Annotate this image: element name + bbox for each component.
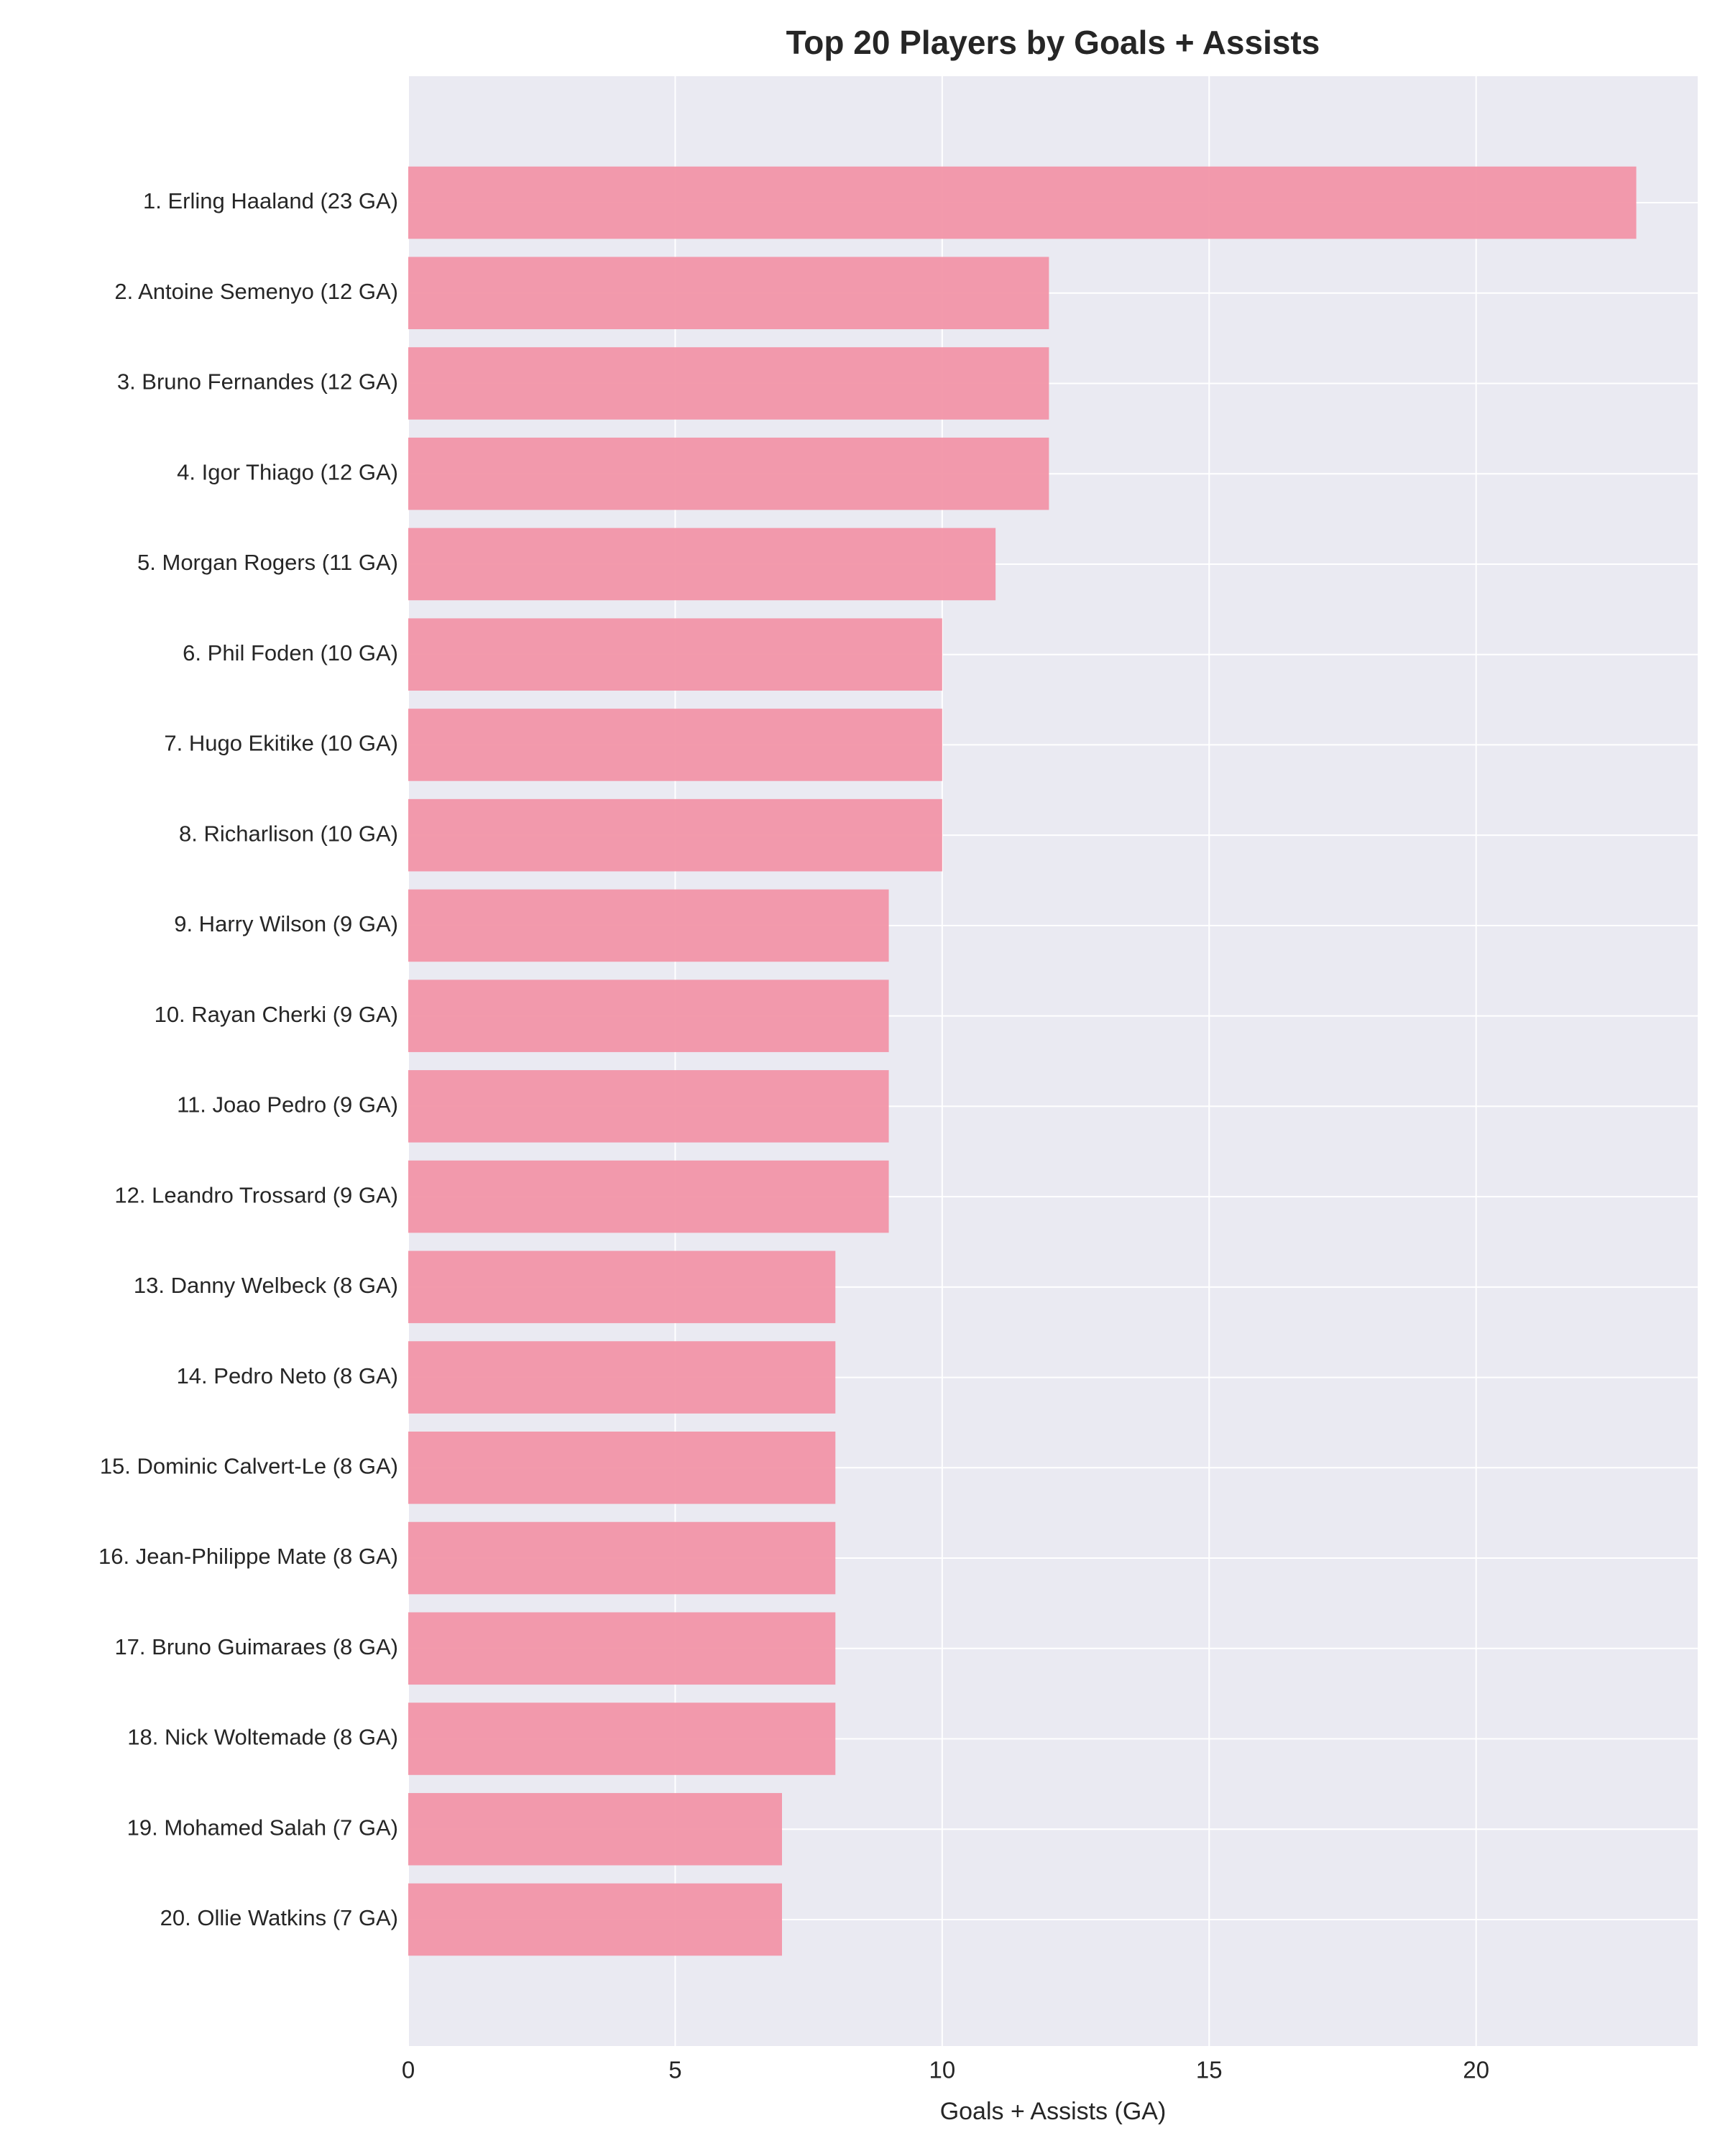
x-tick-label: 0 bbox=[402, 2057, 415, 2083]
x-tick-label: 5 bbox=[668, 2057, 681, 2083]
y-tick-label: 13. Danny Welbeck (8 GA) bbox=[134, 1273, 398, 1298]
x-axis-label: Goals + Assists (GA) bbox=[940, 2098, 1167, 2125]
x-tick-label: 10 bbox=[929, 2057, 955, 2083]
bar bbox=[408, 1070, 889, 1143]
y-tick-label: 7. Hugo Ekitike (10 GA) bbox=[164, 731, 398, 756]
bar bbox=[408, 1703, 836, 1775]
bar bbox=[408, 798, 942, 872]
y-tick-label: 5. Morgan Rogers (11 GA) bbox=[137, 550, 398, 575]
bar bbox=[408, 1432, 836, 1504]
bar bbox=[408, 1250, 836, 1324]
y-tick-label: 3. Bruno Fernandes (12 GA) bbox=[117, 369, 398, 395]
bar bbox=[408, 1612, 836, 1685]
bar bbox=[408, 889, 889, 962]
y-tick-label: 16. Jean-Philippe Mate (8 GA) bbox=[98, 1544, 398, 1569]
x-tick-label: 20 bbox=[1463, 2057, 1489, 2083]
bar bbox=[408, 528, 996, 601]
y-tick-label: 8. Richarlison (10 GA) bbox=[179, 821, 398, 846]
y-tick-label: 17. Bruno Guimaraes (8 GA) bbox=[114, 1634, 398, 1659]
y-tick-label: 2. Antoine Semenyo (12 GA) bbox=[114, 279, 398, 304]
bar bbox=[408, 166, 1637, 239]
y-tick-label: 10. Rayan Cherki (9 GA) bbox=[155, 1002, 398, 1027]
y-tick-label: 6. Phil Foden (10 GA) bbox=[183, 640, 398, 665]
bar bbox=[408, 980, 889, 1052]
bar bbox=[408, 257, 1049, 330]
bar bbox=[408, 1792, 782, 1866]
bar bbox=[408, 1883, 782, 1956]
bar bbox=[408, 709, 942, 781]
bar bbox=[408, 1521, 836, 1595]
bar bbox=[408, 1160, 889, 1233]
y-tick-label: 20. Ollie Watkins (7 GA) bbox=[160, 1905, 398, 1930]
bar bbox=[408, 347, 1049, 420]
y-tick-label: 12. Leandro Trossard (9 GA) bbox=[114, 1182, 398, 1207]
y-tick-label: 15. Dominic Calvert-Le (8 GA) bbox=[100, 1453, 398, 1478]
chart-title: Top 20 Players by Goals + Assists bbox=[786, 24, 1320, 61]
x-tick-label: 15 bbox=[1196, 2057, 1223, 2083]
y-tick-label: 9. Harry Wilson (9 GA) bbox=[174, 911, 398, 936]
y-tick-label: 19. Mohamed Salah (7 GA) bbox=[127, 1815, 398, 1840]
y-tick-label: 1. Erling Haaland (23 GA) bbox=[143, 188, 398, 213]
y-tick-label: 18. Nick Woltemade (8 GA) bbox=[127, 1725, 398, 1750]
y-tick-label: 4. Igor Thiago (12 GA) bbox=[177, 459, 398, 484]
y-tick-label: 14. Pedro Neto (8 GA) bbox=[177, 1363, 398, 1388]
y-tick-label: 11. Joao Pedro (9 GA) bbox=[177, 1092, 398, 1118]
bar bbox=[408, 437, 1049, 510]
bar bbox=[408, 618, 942, 691]
bar bbox=[408, 1341, 836, 1414]
